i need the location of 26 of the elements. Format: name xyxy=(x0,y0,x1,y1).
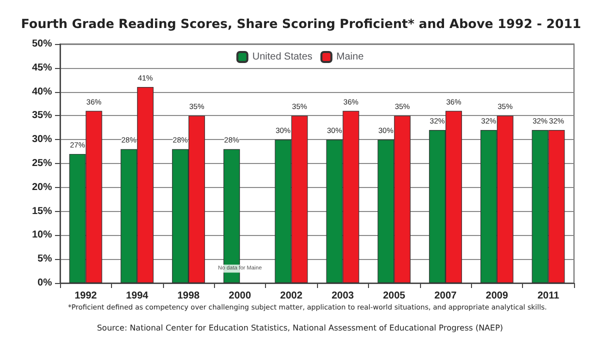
x-tick-label: 1998 xyxy=(177,290,200,302)
y-tick-label: 25% xyxy=(32,158,52,169)
y-tick-label: 20% xyxy=(32,182,52,193)
y-tick-label: 10% xyxy=(32,230,52,241)
x-tick-label: 2003 xyxy=(332,290,354,302)
source-note: Source: National Center for Education Statistics, National Assessment of Educational Progress (NAEP) xyxy=(96,324,504,332)
x-tick-label: 2000 xyxy=(228,290,252,302)
y-tick-label: 5% xyxy=(38,254,52,265)
legend-label: Maine xyxy=(336,52,364,62)
y-tick-label: 30% xyxy=(32,134,52,146)
x-tick-label: 2009 xyxy=(486,290,508,302)
x-tick-label: 1994 xyxy=(126,290,149,302)
y-tick-label: 15% xyxy=(32,206,52,217)
x-tick-label: 1992 xyxy=(74,290,98,302)
y-tick-label: 50% xyxy=(32,38,52,50)
y-tick-label: 0% xyxy=(38,278,52,288)
legend-label: United States xyxy=(252,52,312,62)
bar xyxy=(223,149,240,283)
x-tick-label: 2007 xyxy=(434,290,458,302)
y-tick-label: 35% xyxy=(32,110,52,122)
chart-title: Fourth Grade Reading Scores, Share Scoring Proficient* and Above 1992 - 2011 xyxy=(21,16,582,31)
x-tick-label: 2011 xyxy=(537,290,560,302)
x-tick-label: 2002 xyxy=(280,290,303,302)
y-tick-label: 40% xyxy=(32,86,52,98)
x-tick-label: 2005 xyxy=(382,290,406,302)
y-tick-label: 45% xyxy=(32,62,52,74)
